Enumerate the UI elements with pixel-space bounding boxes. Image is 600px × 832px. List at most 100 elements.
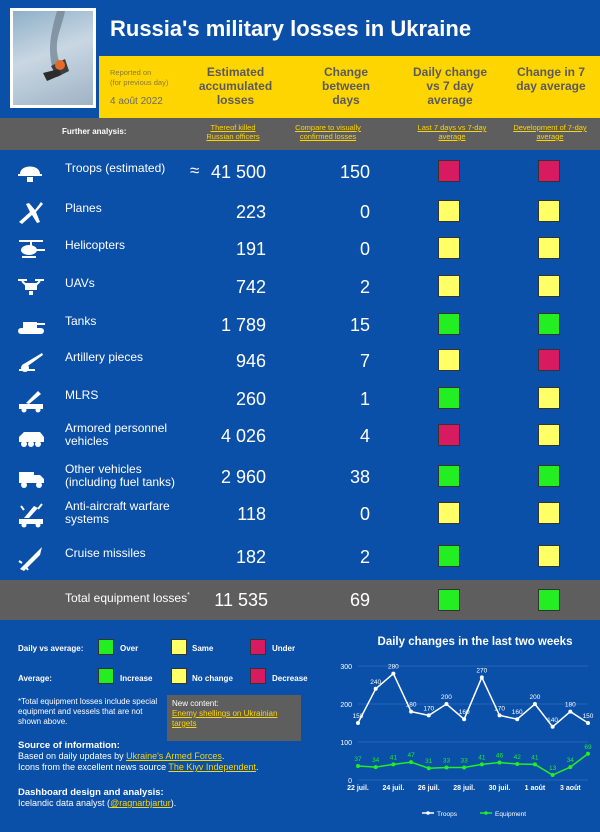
chart-point bbox=[391, 762, 396, 767]
row-total: 118 bbox=[237, 504, 266, 524]
row-avg-indicator bbox=[538, 465, 560, 487]
legend-decrease-swatch bbox=[250, 668, 266, 684]
helmet-icon bbox=[16, 158, 46, 193]
row-total: 742 bbox=[235, 277, 266, 297]
chart-point bbox=[550, 724, 555, 729]
chart-point bbox=[515, 717, 520, 722]
chart-point bbox=[426, 713, 431, 718]
link-killed-officers[interactable]: Thereof killed Russian officers bbox=[206, 123, 260, 141]
row-avg-indicator bbox=[538, 237, 560, 259]
chart-data-label: 42 bbox=[514, 754, 522, 761]
chart-data-label: 180 bbox=[406, 702, 417, 709]
chart-y-tick-label: 300 bbox=[340, 664, 352, 671]
plane-icon bbox=[16, 198, 46, 233]
credits-link-author[interactable]: @ragnarbjartur bbox=[110, 798, 171, 808]
row-total: 182 bbox=[235, 547, 266, 567]
chart-data-label: 280 bbox=[388, 664, 399, 671]
row-daily-indicator bbox=[438, 465, 460, 487]
chart-data-label: 150 bbox=[583, 713, 594, 720]
credits-post: ). bbox=[170, 798, 177, 808]
chart-x-tick-label: 24 juil. bbox=[382, 785, 404, 792]
row-daily-indicator bbox=[438, 313, 460, 335]
chart-point bbox=[426, 766, 431, 771]
chart-y-tick-label: 200 bbox=[340, 702, 352, 709]
daily-changes-chart: 0 100 200 300 22 juil. 24 juil. 26 juil. 28 jui… bbox=[340, 664, 594, 818]
apc-icon bbox=[16, 422, 46, 457]
link-last-7-days[interactable]: Last 7 days vs 7-day average bbox=[417, 123, 487, 141]
chart-point bbox=[356, 721, 360, 725]
row-avg-indicator bbox=[538, 387, 560, 409]
col-header-change: Change between days bbox=[321, 65, 370, 107]
missile-icon bbox=[16, 543, 46, 578]
chart-legend-equipment-marker bbox=[484, 811, 488, 815]
chart-point bbox=[356, 763, 360, 768]
row-change: 0 bbox=[359, 239, 370, 259]
chart-point bbox=[586, 751, 590, 756]
chart-data-label: 170 bbox=[494, 705, 505, 712]
row-total: 2 960 bbox=[220, 467, 266, 487]
helicopter-icon bbox=[16, 235, 46, 270]
chart-point bbox=[479, 762, 484, 767]
row-change: 15 bbox=[349, 315, 370, 335]
chart-point bbox=[479, 675, 484, 680]
legend-decrease: Decrease bbox=[272, 674, 308, 683]
row-change: 0 bbox=[359, 504, 370, 524]
chart-x-tick-label: 28 juil. bbox=[453, 785, 475, 792]
chart-data-label: 200 bbox=[441, 694, 452, 701]
chart-data-label: 46 bbox=[496, 753, 504, 760]
row-total: 946 bbox=[235, 351, 266, 371]
legend-increase-swatch bbox=[98, 668, 114, 684]
chart-point bbox=[373, 765, 378, 770]
chart-data-label: 150 bbox=[353, 713, 364, 720]
total-row-daily-indicator bbox=[438, 589, 460, 611]
chart-title: Daily changes in the last two weeks bbox=[377, 636, 573, 648]
chart-point bbox=[568, 709, 573, 714]
row-approx-symbol: ≈ bbox=[190, 161, 200, 180]
new-content-link[interactable]: Enemy shellings on Ukrainian targets bbox=[172, 709, 278, 728]
artillery-icon bbox=[16, 347, 46, 382]
chart-legend-troops-marker bbox=[426, 811, 430, 815]
chart-point bbox=[462, 717, 467, 722]
source-title: Source of information: bbox=[18, 740, 120, 751]
chart-point bbox=[532, 702, 537, 706]
chart-x-tick-label: 3 août bbox=[560, 785, 581, 792]
source-link-kyiv-independent[interactable]: The Kiyv Independent bbox=[168, 762, 256, 772]
col-header-daily: Daily change vs 7 day average bbox=[412, 65, 488, 107]
chart-data-label: 41 bbox=[390, 754, 398, 761]
chart-data-label: 41 bbox=[478, 754, 486, 761]
link-confirmed-losses[interactable]: Compare to visually confirmed losses bbox=[295, 123, 361, 141]
chart-data-label: 160 bbox=[459, 709, 470, 716]
chart-data-label: 240 bbox=[370, 679, 381, 686]
legend-same: Same bbox=[192, 644, 214, 653]
source-section: Source of information: Based on daily up… bbox=[18, 740, 338, 773]
chart-point bbox=[515, 762, 520, 767]
row-daily-indicator bbox=[438, 160, 460, 182]
row-change: 38 bbox=[349, 467, 370, 487]
chart-point bbox=[391, 671, 396, 676]
row-total: 1 789 bbox=[220, 315, 266, 335]
new-content-label: New content: bbox=[172, 699, 219, 708]
footnote: *Total equipment losses include special … bbox=[18, 697, 158, 726]
row-avg-indicator bbox=[538, 545, 560, 567]
report-date: 4 août 2022 bbox=[110, 96, 163, 107]
chart-data-label: 69 bbox=[584, 744, 592, 751]
chart-data-label: 200 bbox=[529, 694, 540, 701]
total-row-total: 11 535 bbox=[214, 590, 268, 610]
link-7-day-development[interactable]: Development of 7-day average bbox=[513, 123, 587, 141]
row-label: Artillery pieces bbox=[65, 350, 144, 364]
row-daily-indicator bbox=[438, 545, 460, 567]
chart-y-tick-label: 100 bbox=[340, 740, 352, 747]
reported-note: (for previous day) bbox=[110, 78, 169, 87]
row-daily-indicator bbox=[438, 349, 460, 371]
row-label: Other vehicles (including fuel tanks) bbox=[65, 462, 176, 489]
legend-nochange-swatch bbox=[171, 668, 187, 684]
chart-point bbox=[532, 762, 537, 767]
source-link-armed-forces[interactable]: Ukraine's Armed Forces bbox=[126, 751, 222, 761]
source-line1-post: . bbox=[221, 751, 225, 761]
chart-data-label: 41 bbox=[531, 754, 539, 761]
legend-increase: Increase bbox=[120, 674, 153, 683]
chart-point bbox=[373, 686, 378, 691]
chart-point bbox=[586, 721, 590, 725]
source-line2-pre: Icons from the excellent news source bbox=[18, 762, 169, 772]
row-avg-indicator bbox=[538, 160, 560, 182]
